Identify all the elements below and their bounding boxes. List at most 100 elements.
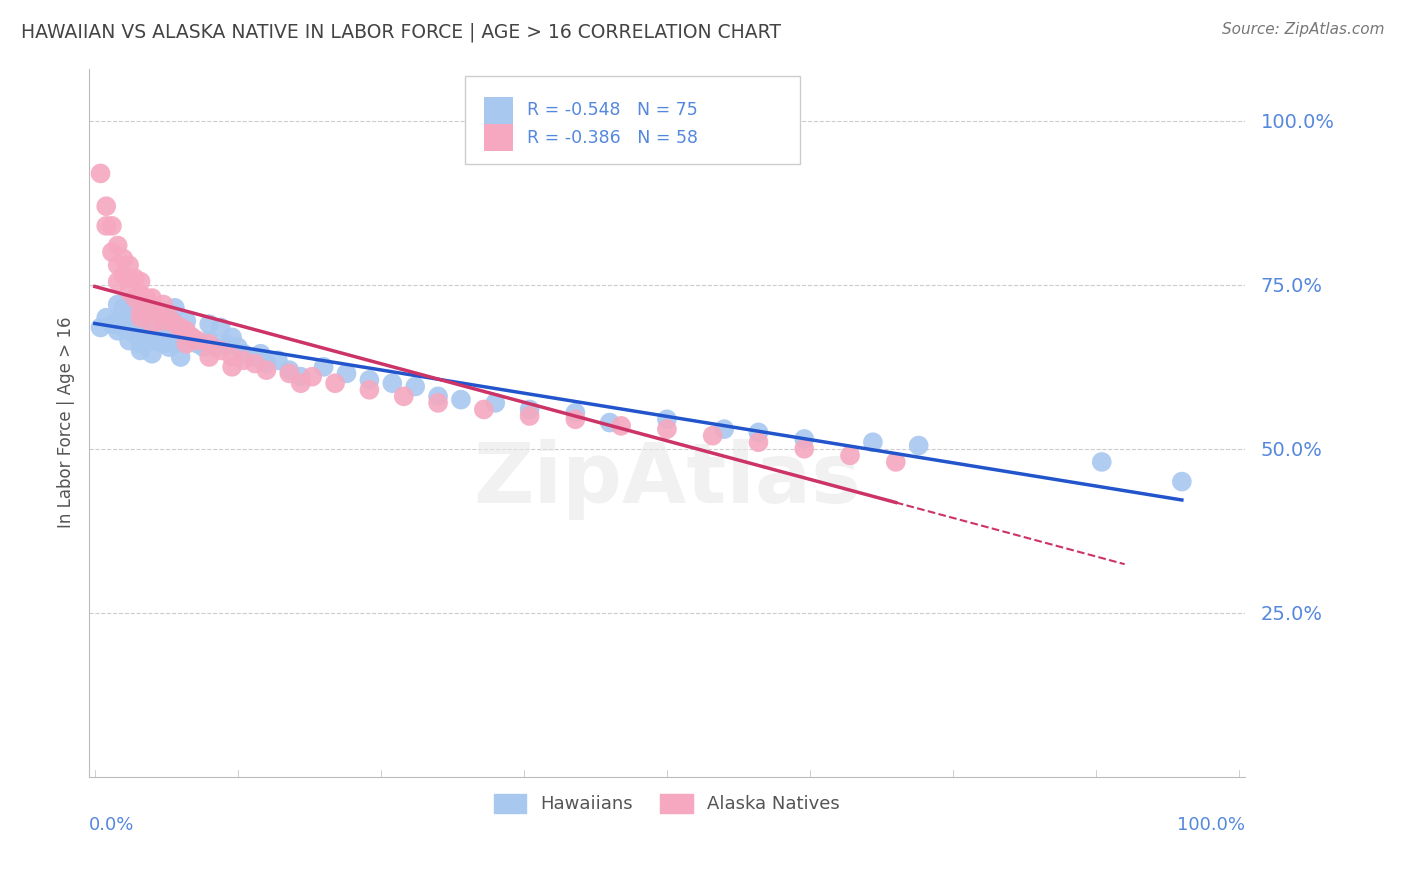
Point (101, 219, 124, 233)
Point (112, 301, 135, 315)
Point (96, 199, 118, 213)
FancyBboxPatch shape (484, 124, 513, 152)
Text: Source: ZipAtlas.com: Source: ZipAtlas.com (1222, 22, 1385, 37)
Point (215, 337, 238, 351)
Point (129, 304, 152, 318)
Point (141, 307, 163, 321)
Point (793, 442, 815, 456)
Point (221, 359, 243, 374)
Text: R = -0.548   N = 75: R = -0.548 N = 75 (527, 101, 697, 120)
Point (519, 409, 541, 423)
Point (118, 285, 141, 299)
Point (129, 275, 152, 289)
Point (96, 219, 118, 233)
Point (118, 258, 141, 272)
Point (157, 310, 180, 325)
Point (169, 320, 191, 334)
Point (187, 337, 209, 351)
Point (392, 389, 415, 403)
Point (198, 317, 221, 331)
Point (243, 357, 266, 371)
Point (163, 320, 186, 334)
Point (152, 320, 174, 334)
Point (141, 347, 163, 361)
Point (107, 314, 129, 328)
Point (484, 396, 506, 410)
Point (427, 389, 450, 403)
Point (124, 291, 146, 305)
Point (118, 314, 141, 328)
Point (118, 334, 141, 348)
Point (169, 350, 191, 364)
Point (564, 412, 586, 426)
Point (101, 245, 124, 260)
Point (655, 422, 678, 436)
Point (129, 304, 152, 318)
Text: ZipAtlas: ZipAtlas (472, 439, 860, 520)
Point (312, 359, 335, 374)
Point (323, 376, 346, 391)
Point (163, 301, 186, 315)
Point (209, 343, 232, 358)
Point (118, 324, 141, 338)
FancyBboxPatch shape (464, 76, 800, 164)
Point (129, 327, 152, 342)
Point (112, 310, 135, 325)
Point (267, 353, 290, 368)
Point (1171, 475, 1194, 489)
Point (209, 320, 232, 334)
Point (118, 304, 141, 318)
Point (141, 334, 163, 348)
Point (112, 252, 135, 266)
Point (747, 435, 769, 450)
Point (278, 367, 301, 381)
Point (118, 297, 141, 311)
Point (793, 432, 815, 446)
Point (141, 317, 163, 331)
Point (112, 268, 135, 282)
Point (359, 373, 381, 387)
Point (193, 340, 215, 354)
Point (146, 317, 169, 331)
Point (221, 330, 243, 344)
Point (472, 402, 495, 417)
Point (176, 324, 198, 338)
Point (519, 402, 541, 417)
Point (232, 353, 254, 368)
Point (249, 347, 271, 361)
Point (599, 416, 621, 430)
Point (107, 324, 129, 338)
Point (101, 317, 124, 331)
Point (129, 337, 152, 351)
Point (335, 367, 357, 381)
Point (129, 343, 152, 358)
Point (152, 314, 174, 328)
Point (176, 314, 198, 328)
Point (163, 317, 186, 331)
Point (290, 369, 312, 384)
Point (176, 337, 198, 351)
Point (141, 291, 163, 305)
Text: R = -0.386   N = 58: R = -0.386 N = 58 (527, 128, 699, 147)
Point (124, 310, 146, 325)
Point (129, 310, 152, 325)
Point (204, 340, 226, 354)
Point (118, 271, 141, 285)
Point (381, 376, 404, 391)
Point (610, 418, 633, 433)
Point (135, 314, 157, 328)
Point (181, 330, 204, 344)
Point (129, 314, 152, 328)
Point (141, 304, 163, 318)
Point (129, 287, 152, 301)
Point (141, 320, 163, 334)
Legend: Hawaiians, Alaska Natives: Hawaiians, Alaska Natives (486, 787, 848, 821)
Point (907, 438, 929, 452)
Point (107, 238, 129, 252)
Point (359, 383, 381, 397)
Point (564, 406, 586, 420)
Point (713, 422, 735, 436)
Point (157, 340, 180, 354)
Point (226, 340, 249, 354)
Point (124, 327, 146, 342)
